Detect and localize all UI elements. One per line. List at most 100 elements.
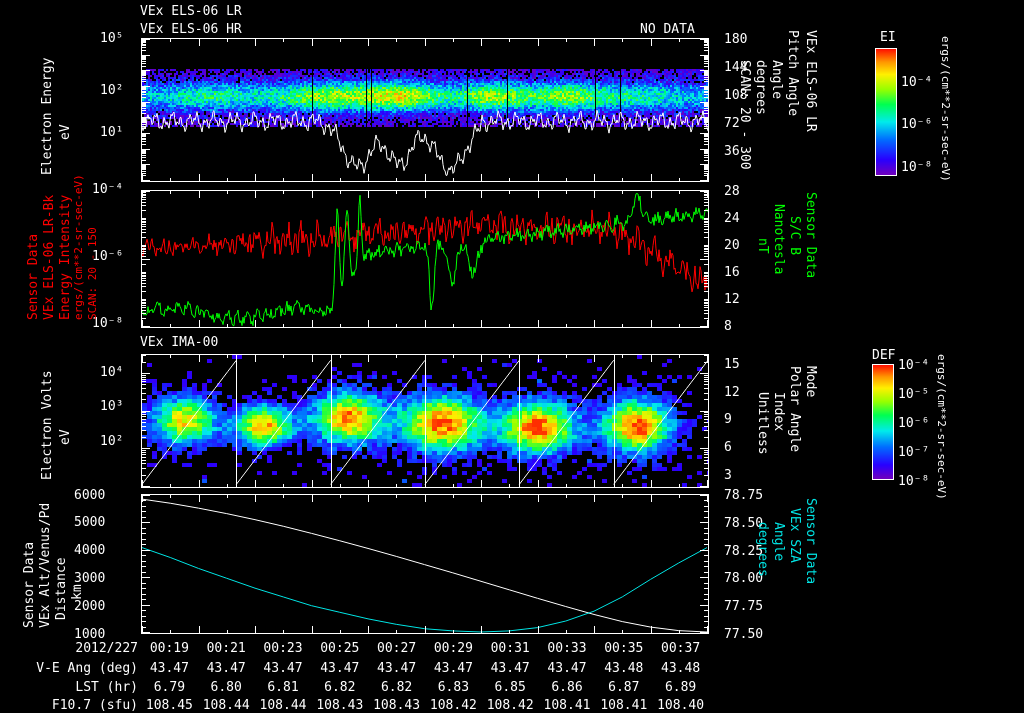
panel1-y2tick-144: 144 [724,60,748,75]
table-cell-lst-1: 6.80 [210,680,242,695]
panel4-ytick-4000: 4000 [74,543,106,558]
colorbar-ei-tick-1e-4: 10⁻⁴ [901,75,933,90]
panel3-y2tick-3: 3 [724,468,732,483]
table-cell-time-2: 00:23 [263,641,303,656]
panel1-y2-title-sensor: VEx ELS-06 LR [803,30,818,132]
panel2-ytick-1e-8: 10⁻⁸ [92,316,124,331]
table-cell-ve-ang-0: 43.47 [149,661,189,676]
panel4-ytick-1000: 1000 [74,627,106,642]
panel2-y2-title-sensordata: Sensor Data [803,192,818,279]
colorbar-ei-tick-1e-8: 10⁻⁸ [901,160,933,175]
table-cell-lst-0: 6.79 [153,680,186,695]
panel3-y2-title-mode: Mode [803,366,818,398]
panel4-y-title-alt: VEx Alt/Venus/Pd [38,502,53,628]
panel2-y2tick-24: 24 [724,211,740,226]
panel1-yaxis-units: eV [58,124,73,140]
panel3-yaxis-title: Electron Volts [40,370,55,480]
colorbar-def-tick-1e-5: 10⁻⁵ [898,387,930,402]
panel1-title-lr: VEx ELS-06 LR [140,4,242,19]
table-cell-ve-ang-8: 43.48 [604,661,644,676]
panel4-y-title-km: km [70,584,85,600]
table-cell-ve-ang-4: 43.47 [377,661,417,676]
panel3-y2tick-12: 12 [724,385,740,400]
panel3-ytick-1e2: 10² [100,434,124,449]
panel1-y2tick-108: 108 [724,88,748,103]
panel3-y2tick-15: 15 [724,357,740,372]
panel-energy-intensity-and-bfield[interactable] [141,190,709,328]
table-cell-lst-3: 6.82 [324,680,356,695]
table-row-label-veang: V-E Ang (deg) [36,661,138,676]
panel3-yaxis-units: eV [58,429,73,445]
panel4-y2-title-sensordata: Sensor Data [803,498,818,585]
panel3-y2-title-polarangle: Polar Angle [787,366,802,453]
colorbar-def-tick-1e-8: 10⁻⁸ [898,474,930,489]
panel2-y2tick-16: 16 [724,265,740,280]
panel2-y2tick-28: 28 [724,184,740,199]
panel2-y-title-sensordata: Sensor Data [26,233,41,320]
colorbar-ei-label: EI [880,30,896,45]
panel1-y2-title-degrees: degrees [753,60,768,115]
panel1-ytick-1e1: 10¹ [100,125,124,140]
panel2-y2-title-nt: nT [755,238,770,254]
table-cell-lst-4: 6.82 [380,680,413,695]
table-cell-time-4: 00:27 [377,641,417,656]
table-cell-ve-ang-1: 43.47 [206,661,246,676]
panel-altitude-and-sza[interactable] [141,494,709,634]
panel1-y2tick-72: 72 [724,116,740,131]
colorbar-ei-tick-1e-6: 10⁻⁶ [901,117,933,132]
panel1-yaxis-title: Electron Energy [40,57,55,175]
colorbar-def-tick-1e-6: 10⁻⁶ [898,416,930,431]
panel2-y2tick-8: 8 [724,319,732,334]
colorbar-def-unit: ergs/(cm**2-sr-sec-eV) [935,354,948,500]
table-cell-time-0: 00:19 [149,641,189,656]
panel3-y2-title-index: Index [771,392,786,432]
table-cell-time-1: 00:21 [206,641,246,656]
table-cell-ve-ang-9: 43.48 [661,661,701,676]
panel-ion-spectrogram[interactable] [141,354,709,488]
colorbar-def-tick-1e-7: 10⁻⁷ [898,445,930,460]
panel4-y-title-distance: Distance [54,557,69,620]
panel4-y2tick-7750: 77.50 [724,627,764,642]
panel4-y2tick-7775: 77.75 [724,599,764,614]
panel3-ytick-1e3: 10³ [100,399,124,414]
panel3-ytick-1e4: 10⁴ [100,365,124,380]
panel4-y2tick-7825: 78.25 [724,544,764,559]
panel2-y-title-quantity: Energy Intensity [58,194,73,320]
colorbar-ei-unit: ergs/(cm**2-sr-sec-eV) [939,36,952,182]
panel3-y2tick-6: 6 [724,440,732,455]
table-cell-f107-9: 108.40 [657,698,705,713]
panel1-y2tick-36: 36 [724,144,740,159]
table-cell-time-5: 00:29 [433,641,473,656]
panel4-ytick-3000: 3000 [74,571,106,586]
panel2-y-title-scan: SCAN: 20 - 150 [86,227,99,320]
panel4-y-title-sensordata: Sensor Data [22,541,37,628]
table-cell-ve-ang-2: 43.47 [263,661,303,676]
panel4-y2tick-7800: 78.00 [724,571,764,586]
panel2-y2-title-nanotesla: Nanotesla [771,204,786,275]
panel4-y2tick-7850: 78.50 [724,516,764,531]
panel4-y2-title-degrees: degrees [755,522,770,577]
panel1-title-hr: VEx ELS-06 HR [140,22,242,37]
panel4-ytick-2000: 2000 [74,599,106,614]
table-cell-ve-ang-6: 43.47 [490,661,530,676]
colorbar-def-label: DEF [872,348,896,363]
panel2-y2tick-20: 20 [724,238,740,253]
table-row-label-date: 2012/227 [75,641,138,656]
panel4-y2-title-angle: Angle [771,522,786,562]
colorbar-def-tick-1e-4: 10⁻⁴ [898,358,930,373]
panel-electron-energy-spectrogram[interactable] [141,38,709,182]
table-cell-lst-5: 6.83 [437,680,470,695]
table-cell-time-8: 00:35 [604,641,644,656]
panel4-ytick-6000: 6000 [74,488,106,503]
table-cell-ve-ang-7: 43.47 [547,661,587,676]
panel1-y2-title-scan: SCAN: 20 - 300 [737,60,752,170]
panel2-ytick-1e-6: 10⁻⁶ [92,249,124,264]
table-cell-lst-8: 6.87 [608,680,640,695]
panel1-y2tick-180: 180 [724,32,748,47]
panel1-ytick-1e2: 10² [100,83,124,98]
table-cell-time-3: 00:25 [320,641,360,656]
colorbar-def [872,364,894,480]
panel2-y2tick-12: 12 [724,292,740,307]
panel1-no-data-label: NO DATA [640,22,695,37]
